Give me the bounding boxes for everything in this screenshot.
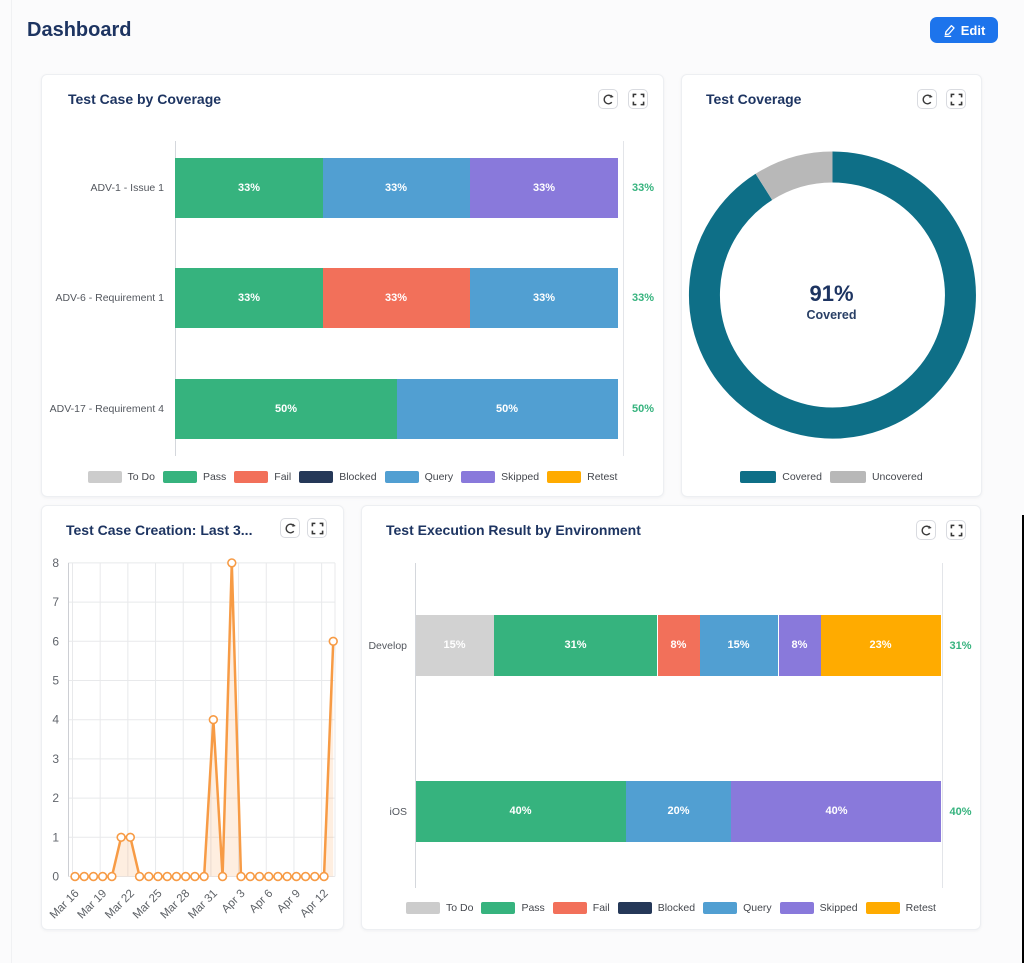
svg-text:Apr 12: Apr 12: [298, 888, 330, 920]
svg-text:Mar 31: Mar 31: [186, 888, 220, 922]
svg-text:0: 0: [52, 870, 59, 884]
svg-text:Mar 25: Mar 25: [131, 888, 165, 922]
svg-text:4: 4: [52, 713, 59, 727]
svg-text:2: 2: [52, 791, 59, 805]
svg-text:Mar 22: Mar 22: [103, 888, 137, 922]
svg-text:1: 1: [52, 830, 59, 844]
svg-text:Mar 28: Mar 28: [159, 888, 193, 922]
svg-text:3: 3: [52, 752, 59, 766]
svg-text:Apr 6: Apr 6: [247, 888, 275, 916]
svg-text:5: 5: [52, 674, 59, 688]
svg-text:Apr 3: Apr 3: [220, 888, 248, 916]
svg-text:Mar 16: Mar 16: [48, 888, 82, 922]
svg-text:6: 6: [52, 634, 59, 648]
svg-text:8: 8: [52, 556, 59, 570]
svg-text:7: 7: [52, 595, 59, 609]
svg-text:Mar 19: Mar 19: [76, 888, 110, 922]
